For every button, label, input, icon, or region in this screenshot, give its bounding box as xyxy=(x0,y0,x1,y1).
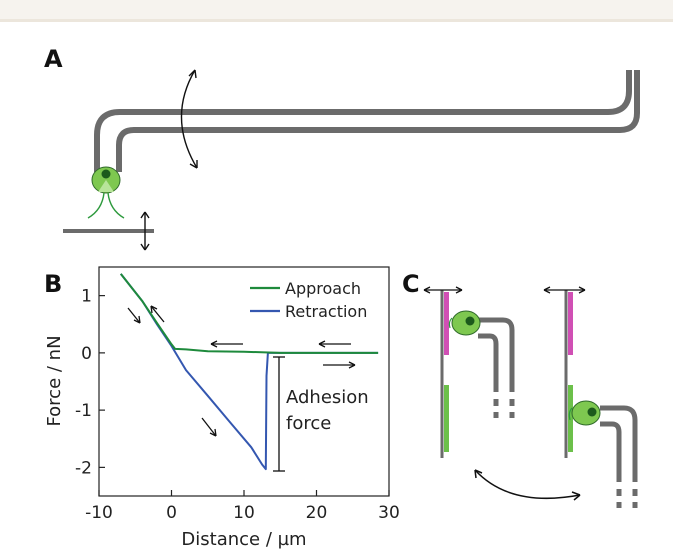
horizontal-arrow-icon xyxy=(423,286,463,294)
x-tick-label: -10 xyxy=(85,503,113,523)
x-tick-label: 0 xyxy=(166,503,177,523)
y-tick-label: -1 xyxy=(75,401,92,421)
green-strip-left xyxy=(444,385,449,452)
green-strip-right xyxy=(568,385,573,452)
y-axis-label: Force / nN xyxy=(44,335,65,426)
adhesion-label-line2: force xyxy=(286,413,331,434)
y-tick-labels: 1 0 -1 -2 xyxy=(75,287,92,479)
panel-c-right-setup xyxy=(543,286,638,508)
y-tick-label: -2 xyxy=(75,458,92,478)
direction-arrows xyxy=(127,305,356,437)
x-tick-labels: -10 0 10 20 30 xyxy=(85,503,400,523)
swap-arrow-icon xyxy=(474,469,581,501)
series-lines xyxy=(120,273,379,471)
magenta-strip-right xyxy=(568,292,573,355)
panel-c-left-setup xyxy=(423,286,515,458)
magenta-strip-left xyxy=(444,292,449,355)
adhesion-bracket xyxy=(273,356,285,472)
horizontal-arrow-icon xyxy=(543,286,586,294)
legend-retraction-label: Retraction xyxy=(285,302,367,321)
x-tick-label: 30 xyxy=(378,503,400,523)
panel-label-b: B xyxy=(44,270,62,298)
y-tick-label: 1 xyxy=(81,287,92,307)
top-bar xyxy=(0,0,673,22)
x-tick-label: 10 xyxy=(233,503,255,523)
approach-line xyxy=(120,273,379,354)
rotation-arrow-icon xyxy=(180,69,198,169)
x-tick-label: 20 xyxy=(306,503,328,523)
cell-a xyxy=(87,166,125,219)
legend-approach-label: Approach xyxy=(285,279,361,298)
x-axis-label: Distance / µm xyxy=(181,529,306,550)
panel-label-c: C xyxy=(402,270,420,298)
axis-ticks xyxy=(98,295,390,496)
adhesion-label-line1: Adhesion xyxy=(286,387,369,408)
y-tick-label: 0 xyxy=(81,344,92,364)
cell-c-right xyxy=(568,400,601,426)
vertical-arrow-icon xyxy=(140,211,150,251)
panel-label-a: A xyxy=(44,45,63,73)
legend: Approach Retraction xyxy=(250,279,367,321)
force-distance-plot: -10 0 10 20 30 10-1-2 Distance / µm Force / … xyxy=(44,266,400,550)
cell-c-left xyxy=(448,310,481,336)
pipette-a xyxy=(94,70,640,172)
